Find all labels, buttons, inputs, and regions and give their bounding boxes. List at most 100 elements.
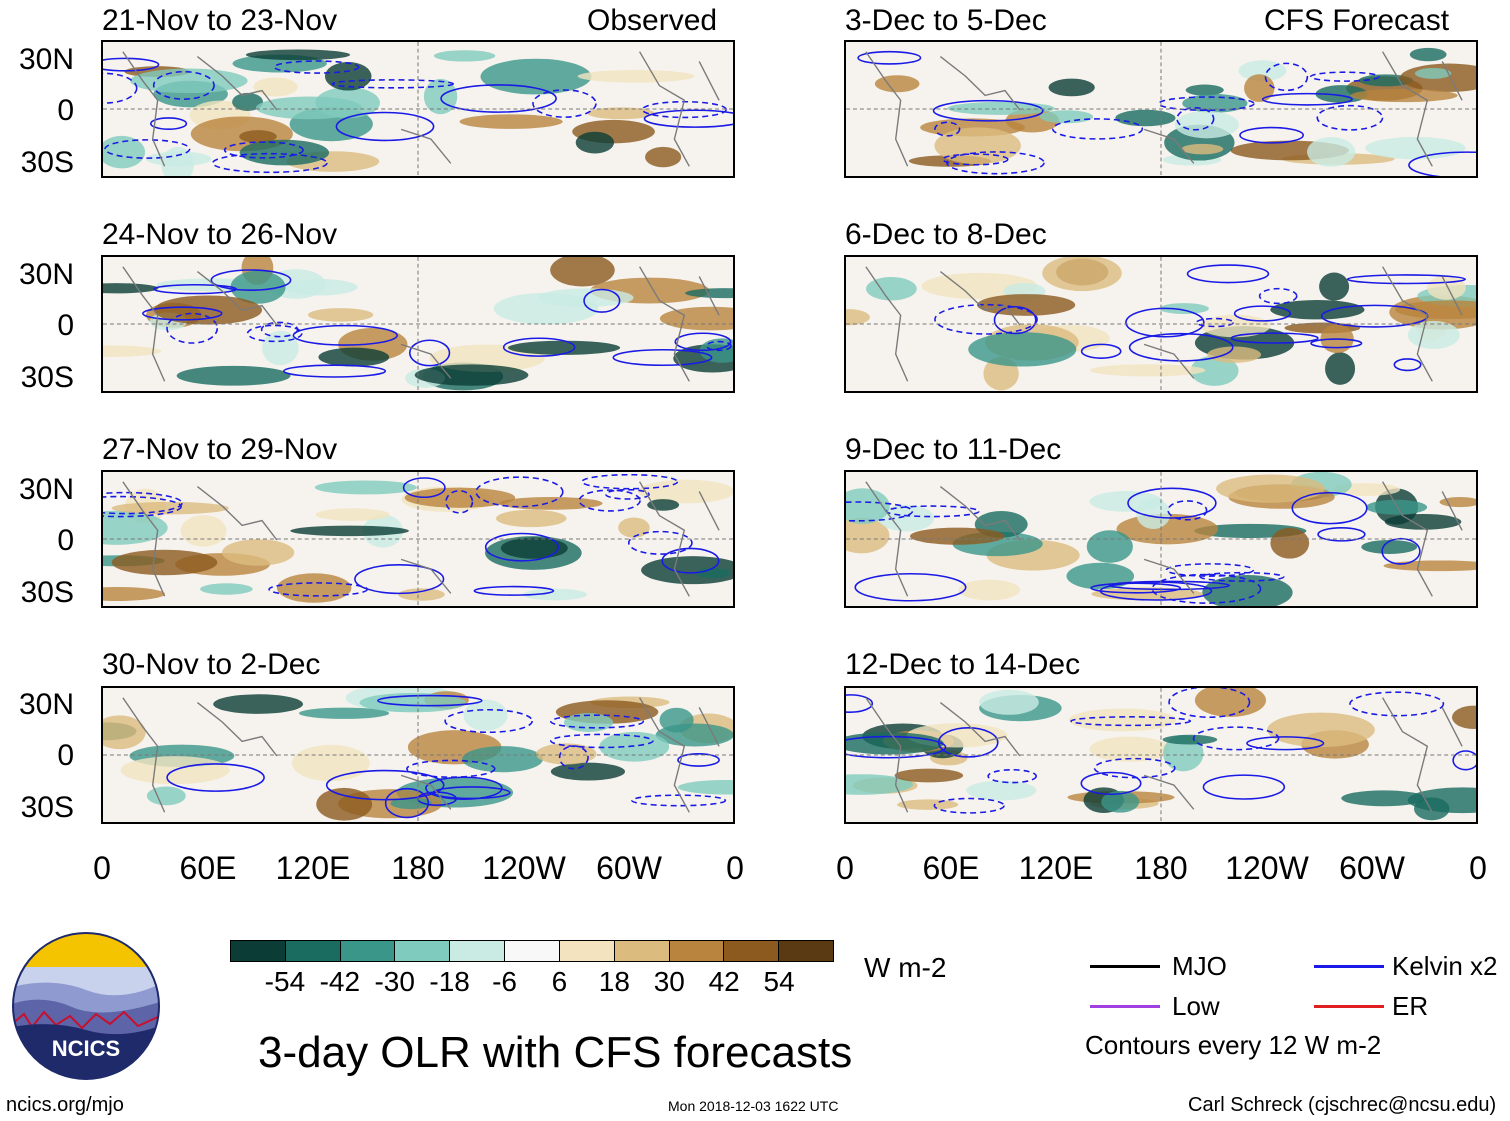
- colorbar-tick-label: 6: [551, 966, 568, 997]
- olr-anomaly-blob: [638, 479, 733, 504]
- olr-anomaly-blob: [659, 707, 694, 733]
- olr-anomaly-blob: [404, 487, 516, 508]
- lon-label-60w: 60W: [596, 850, 662, 886]
- lat-label-30n: 30N: [18, 473, 74, 506]
- olr-anomaly-blob: [213, 694, 304, 714]
- kelvin-contour: [473, 585, 555, 596]
- olr-anomaly-blob: [307, 308, 374, 322]
- legend-mjo-label: MJO: [1172, 951, 1227, 981]
- olr-anomaly-blob: [577, 69, 695, 83]
- kelvin-contour: [1168, 688, 1251, 718]
- kelvin-contour: [166, 763, 265, 792]
- olr-anomaly-blob: [1244, 74, 1275, 103]
- olr-anomaly-blob: [103, 586, 165, 601]
- legend-er-line: [1314, 1005, 1384, 1008]
- legend-kelvin-line: [1314, 965, 1384, 968]
- colorbar-swatch: [231, 941, 286, 961]
- olr-anomaly-blob: [1089, 736, 1171, 762]
- olr-anomaly-blob: [866, 277, 917, 301]
- panel-tag-observed: Observed: [587, 4, 718, 37]
- main-title: 3-day OLR with CFS forecasts: [258, 1028, 853, 1077]
- kelvin-contour: [1158, 96, 1255, 112]
- olr-anomaly-blob: [1395, 300, 1476, 320]
- kelvin-contour: [677, 753, 720, 767]
- kelvin-contour: [1080, 771, 1142, 796]
- coastline: [865, 266, 1463, 382]
- kelvin-contour: [210, 269, 292, 291]
- kelvin-contour: [103, 57, 160, 72]
- lon-label-120w: 120W: [482, 850, 566, 886]
- olr-anomaly-blob: [958, 579, 1021, 601]
- kelvin-contour: [475, 476, 564, 508]
- colorbar-tick-label: -18: [429, 966, 470, 997]
- olr-anomaly-blob: [459, 114, 563, 129]
- olr-anomaly-blob: [966, 780, 1037, 801]
- kelvin-contour: [1291, 492, 1368, 525]
- footer-url[interactable]: ncics.org/mjo: [6, 1094, 124, 1116]
- kelvin-contour: [1346, 274, 1466, 285]
- olr-anomaly-blob: [1361, 539, 1418, 554]
- olr-anomaly-blob: [1202, 575, 1293, 606]
- olr-anomaly-blob: [968, 332, 1077, 367]
- olr-anomaly-blob: [685, 288, 733, 299]
- lat-label-30s: 30S: [20, 576, 74, 609]
- olr-anomaly-blob: [291, 744, 370, 782]
- olr-anomaly-blob: [103, 283, 159, 294]
- olr-anomaly-blob: [897, 799, 959, 810]
- colorbar-tick-label: 42: [708, 966, 740, 997]
- olr-anomaly-blob: [433, 50, 496, 62]
- kelvin-contour: [1381, 537, 1421, 565]
- panel-tag-forecast: CFS Forecast: [1264, 4, 1450, 37]
- olr-anomaly-blob: [111, 501, 229, 515]
- map-panel-fc-1: [844, 40, 1478, 178]
- olr-anomaly-blob: [103, 510, 168, 545]
- colorbar-tick-label: 54: [763, 966, 795, 997]
- lat-label-30s: 30S: [20, 361, 74, 394]
- map-panel-obs-4: [101, 686, 735, 824]
- lon-label-120e: 120E: [275, 850, 351, 886]
- olr-anomaly-blob: [979, 689, 1039, 715]
- olr-anomaly-blob: [239, 130, 277, 143]
- lat-label-30n: 30N: [18, 258, 74, 291]
- kelvin-contour: [335, 111, 435, 142]
- lat-label-30s: 30S: [20, 791, 74, 824]
- kelvin-contour: [1316, 104, 1384, 131]
- olr-anomaly-blob: [1365, 136, 1466, 160]
- olr-anomaly-blob: [1136, 498, 1171, 529]
- kelvin-contour: [1317, 527, 1366, 542]
- olr-anomaly-blob: [599, 731, 670, 762]
- olr-anomaly-blob: [1194, 688, 1267, 717]
- olr-anomaly-blob: [1042, 257, 1122, 292]
- kelvin-contour: [211, 152, 328, 174]
- kelvin-contour: [273, 60, 360, 74]
- kelvin-contour: [425, 776, 503, 800]
- kelvin-contour: [941, 153, 1009, 166]
- olr-anomaly-blob: [315, 508, 390, 521]
- olr-anomaly-blob: [1185, 84, 1224, 96]
- colorbar-tick-label: -42: [319, 966, 361, 997]
- colorbar-tick-label: 18: [598, 966, 630, 997]
- kelvin-contour: [153, 283, 238, 295]
- kelvin-contour: [934, 303, 1038, 335]
- olr-anomaly-blob: [699, 338, 733, 363]
- map-panel-obs-1: [101, 40, 735, 178]
- olr-anomaly-blob: [245, 49, 351, 61]
- colorbar-tick-label: 30: [653, 966, 685, 997]
- panel-title-obs-3: 27-Nov to 29-Nov: [102, 433, 338, 466]
- olr-anomaly-blob: [1086, 530, 1133, 563]
- olr-anomaly-blob: [390, 797, 432, 810]
- olr-anomaly-blob: [1319, 272, 1350, 301]
- kelvin-contour: [152, 70, 215, 100]
- olr-anomaly-blob: [255, 96, 363, 120]
- kelvin-contour: [406, 759, 496, 778]
- olr-anomaly-blob: [462, 746, 544, 773]
- olr-anomaly-blob: [276, 573, 352, 603]
- lon-label-60e: 60E: [922, 850, 980, 886]
- map-panel-fc-3: [844, 470, 1478, 608]
- logo-text: NCICS: [52, 1036, 120, 1061]
- colorbar-tick-label: -6: [492, 966, 517, 997]
- olr-anomaly-blob: [1315, 85, 1368, 103]
- panel-title-fc-3: 9-Dec to 11-Dec: [845, 433, 1062, 466]
- olr-anomaly-blob: [200, 583, 253, 595]
- kelvin-contour: [558, 745, 589, 770]
